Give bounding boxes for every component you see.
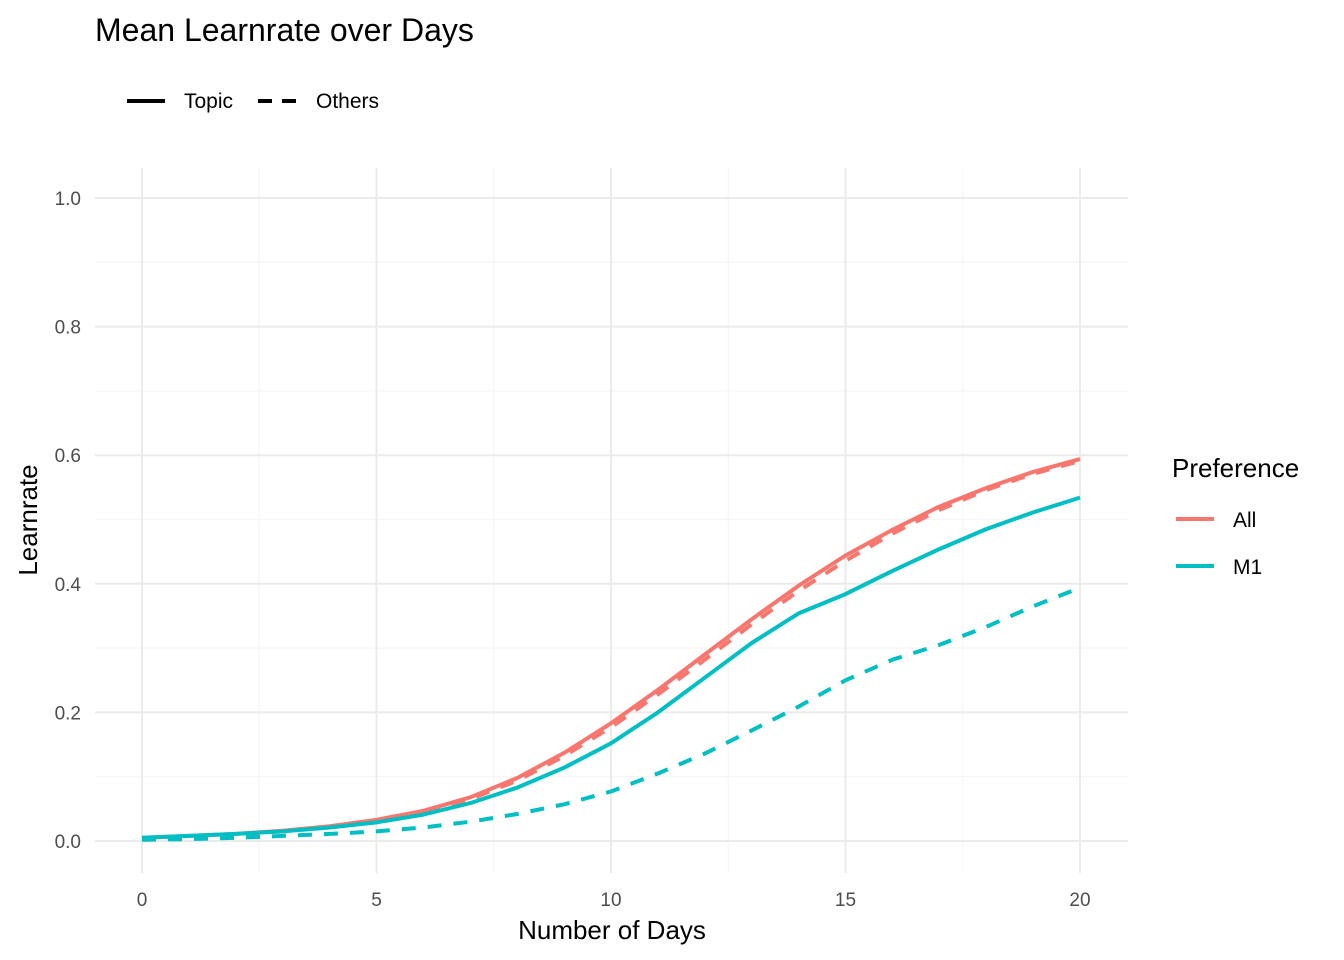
y-axis-title: Learnrate — [13, 464, 43, 575]
linetype-legend: Topic Others — [127, 90, 379, 113]
y-tick-label: 1.0 — [55, 189, 81, 210]
gridlines — [95, 168, 1128, 873]
x-tick-label: 0 — [137, 890, 148, 911]
x-tick-label: 15 — [835, 890, 856, 911]
y-tick-label: 0.0 — [55, 832, 81, 853]
y-tick-label: 0.2 — [55, 703, 81, 724]
y-tick-label: 0.4 — [55, 575, 82, 596]
color-legend: Preference All M1 — [1172, 453, 1299, 579]
y-tick-label: 0.8 — [55, 318, 81, 339]
legend-topic-label: Topic — [184, 90, 233, 113]
chart-title: Mean Learnrate over Days — [95, 12, 474, 48]
x-axis-ticks: 0 5 10 15 20 — [137, 890, 1091, 911]
x-axis-title: Number of Days — [518, 915, 706, 945]
x-tick-label: 20 — [1069, 890, 1090, 911]
series-lines — [141, 457, 1081, 842]
series-line-m1-others — [141, 585, 1081, 842]
legend-m1-label: M1 — [1233, 556, 1262, 579]
x-tick-label: 10 — [600, 890, 621, 911]
y-axis-ticks: 0.0 0.2 0.4 0.6 0.8 1.0 — [55, 189, 82, 853]
legend-others-label: Others — [316, 90, 379, 113]
color-legend-title: Preference — [1172, 453, 1299, 483]
x-tick-label: 5 — [371, 890, 382, 911]
y-tick-label: 0.6 — [55, 446, 81, 467]
series-line-m1-topic — [141, 495, 1081, 840]
legend-all-label: All — [1233, 509, 1256, 532]
